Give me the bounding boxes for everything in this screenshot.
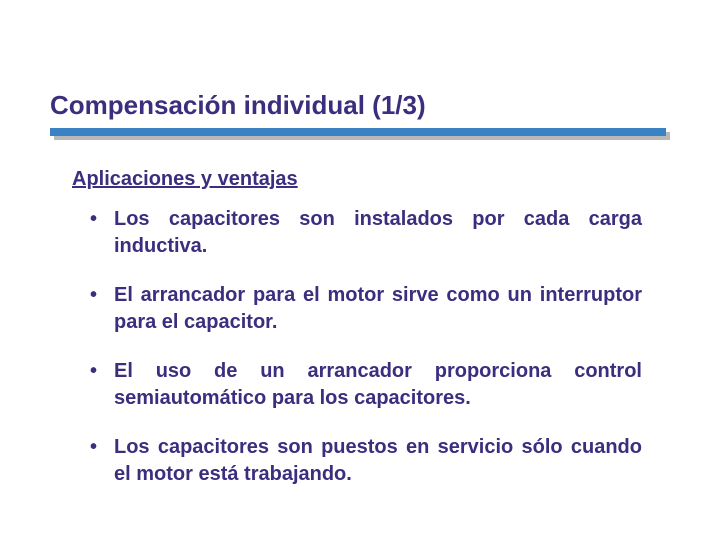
- list-item: El arrancador para el motor sirve como u…: [90, 282, 642, 336]
- rule-bar: [50, 128, 666, 136]
- list-item: Los capacitores son instalados por cada …: [90, 206, 642, 260]
- slide-subtitle: Aplicaciones y ventajas: [72, 168, 298, 191]
- list-item: Los capacitores son puestos en servicio …: [90, 434, 642, 488]
- slide: Compensación individual (1/3) Aplicacion…: [0, 0, 720, 540]
- title-rule: [50, 128, 670, 138]
- list-item: El uso de un arrancador proporciona cont…: [90, 358, 642, 412]
- bullet-list: Los capacitores son instalados por cada …: [90, 206, 642, 510]
- slide-title: Compensación individual (1/3): [50, 90, 426, 121]
